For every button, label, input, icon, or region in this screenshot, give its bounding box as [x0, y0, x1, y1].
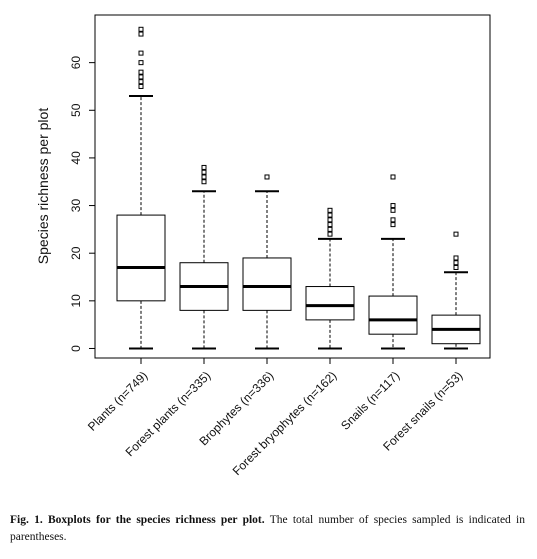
caption-label: Fig. 1. — [10, 514, 43, 526]
outlier — [201, 169, 207, 175]
box — [116, 214, 166, 302]
box — [305, 286, 355, 321]
outlier — [138, 26, 144, 32]
outlier — [327, 222, 333, 228]
outlier — [201, 164, 207, 170]
outlier — [453, 231, 459, 237]
outlier — [138, 60, 144, 66]
outlier — [390, 207, 396, 213]
outlier — [327, 212, 333, 218]
outlier — [390, 203, 396, 209]
y-tick-label: 10 — [69, 294, 83, 308]
plot-frame — [94, 14, 491, 359]
outlier — [138, 31, 144, 37]
outlier — [138, 79, 144, 85]
outlier — [138, 69, 144, 75]
caption-title: Boxplots for the species richness per pl… — [47, 514, 265, 526]
caption: Fig. 1. Boxplots for the species richnes… — [10, 512, 525, 546]
outlier — [327, 207, 333, 213]
outlier — [453, 260, 459, 266]
y-tick-label: 20 — [69, 246, 83, 260]
outlier — [138, 50, 144, 56]
box — [368, 295, 418, 335]
caption-text: The total number of species sampled is i… — [10, 514, 525, 543]
x-tick-label: Plants (n=749) — [85, 368, 150, 433]
x-tick-label: Forest bryophytes (n=162) — [230, 368, 340, 478]
outlier — [201, 179, 207, 185]
outlier — [264, 174, 270, 180]
outlier — [201, 174, 207, 180]
box — [242, 257, 292, 311]
outlier — [453, 255, 459, 261]
outlier — [453, 264, 459, 270]
y-tick-label: 50 — [69, 103, 83, 117]
y-tick-label: 40 — [69, 151, 83, 165]
chart: Species richness per plot 0 10 20 30 40 50 60 P… — [35, 14, 491, 478]
y-axis-label: Species richness per plot — [35, 108, 51, 265]
outlier — [327, 231, 333, 237]
outlier — [390, 222, 396, 228]
x-tick-label: Snails (n=117) — [338, 368, 402, 432]
outlier — [390, 217, 396, 223]
outlier — [138, 83, 144, 89]
outlier — [390, 174, 396, 180]
y-tick-label: 0 — [69, 345, 83, 352]
outlier — [327, 217, 333, 223]
outlier — [138, 74, 144, 80]
outlier — [327, 226, 333, 232]
y-tick-label: 60 — [69, 56, 83, 70]
y-tick-label: 30 — [69, 199, 83, 213]
